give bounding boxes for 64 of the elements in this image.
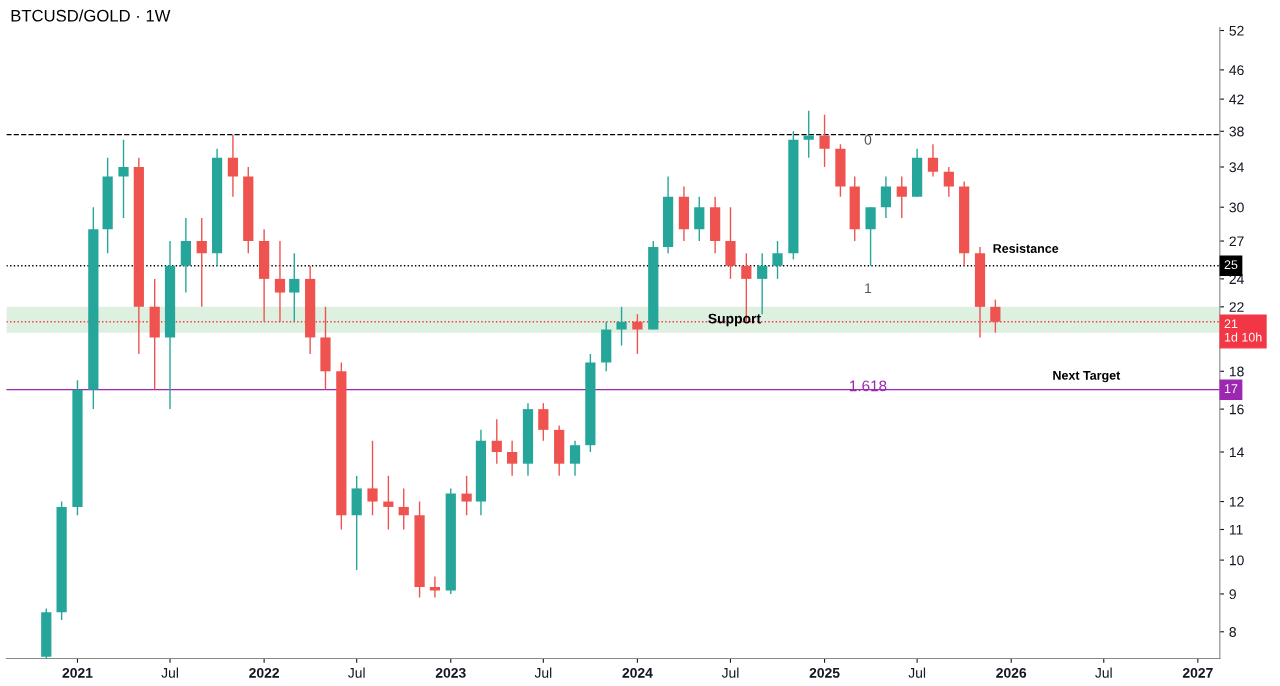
- x-tick-label: 2027: [1182, 667, 1213, 678]
- x-tick-label: Jul: [721, 667, 739, 678]
- x-tick-label: Jul: [908, 667, 926, 678]
- x-tick-label: 2025: [809, 667, 840, 678]
- y-tick-label: 46: [1229, 65, 1244, 76]
- y-tick-label: 22: [1229, 302, 1244, 312]
- y-tick-label: 30: [1229, 202, 1244, 213]
- ref-line-label: 25: [1224, 260, 1238, 270]
- candlestick: [398, 487, 409, 531]
- candlestick: [507, 440, 518, 477]
- annotation: 0: [864, 134, 872, 145]
- y-tick-label: 34: [1229, 162, 1244, 173]
- y-tick-label: 42: [1229, 94, 1244, 105]
- x-tick-label: 2026: [996, 667, 1027, 678]
- y-tick-label: 11: [1229, 524, 1243, 535]
- candlestick: [196, 217, 207, 308]
- candlestick: [461, 475, 472, 516]
- candlestick: [896, 175, 907, 219]
- y-tick-label: 14: [1229, 447, 1244, 458]
- candlestick: [694, 195, 705, 242]
- candlestick: [772, 240, 783, 280]
- candlestick: [616, 306, 627, 347]
- band-label: Support: [708, 313, 761, 327]
- x-tick-label: 2021: [62, 667, 93, 678]
- annotation: 1: [865, 283, 872, 293]
- y-tick-label: 18: [1229, 366, 1244, 377]
- y-tick-label: 12: [1229, 496, 1244, 507]
- x-tick-label: Jul: [534, 667, 552, 678]
- y-tick-label: 16: [1229, 404, 1244, 415]
- y-tick-label: 27: [1229, 236, 1244, 247]
- y-tick-label: 9: [1229, 589, 1236, 600]
- x-tick-label: Jul: [348, 667, 365, 678]
- ref-line-label: 21 1d 10h: [1224, 319, 1262, 342]
- candlestick: [367, 440, 378, 516]
- y-tick-label: 8: [1229, 627, 1236, 637]
- candlestick: [274, 240, 286, 323]
- annotation: Resistance: [993, 243, 1059, 253]
- candlestick: [803, 110, 814, 159]
- candlestick: [289, 252, 300, 323]
- candlestick: [383, 475, 394, 531]
- x-tick-label: 2024: [622, 667, 653, 678]
- candlestick: [880, 175, 892, 219]
- candlestick: [118, 139, 129, 219]
- candlestick: [227, 133, 239, 198]
- y-tick-label: 10: [1229, 555, 1244, 566]
- ref-line-label: 17: [1224, 384, 1238, 393]
- candlestick: [819, 114, 830, 168]
- annotation: Next Target: [1053, 371, 1121, 383]
- candlestick: [990, 298, 1001, 334]
- candlestick: [632, 313, 643, 355]
- y-tick-label: 52: [1229, 25, 1244, 36]
- candlestick: [491, 418, 502, 465]
- candlestick: [757, 252, 768, 315]
- candlestick: [865, 206, 876, 267]
- candlestick: [927, 143, 939, 178]
- x-tick-label: 2022: [249, 667, 280, 678]
- y-tick-label: 38: [1229, 126, 1244, 137]
- chart-title: BTCUSD/GOLD · 1W: [11, 9, 171, 22]
- candlestick: [569, 440, 581, 477]
- x-tick-label: Jul: [1095, 667, 1112, 678]
- candlestick: [538, 402, 549, 442]
- candlestick: [943, 166, 954, 198]
- x-tick-label: Jul: [161, 667, 178, 678]
- x-tick-label: 2023: [435, 667, 466, 678]
